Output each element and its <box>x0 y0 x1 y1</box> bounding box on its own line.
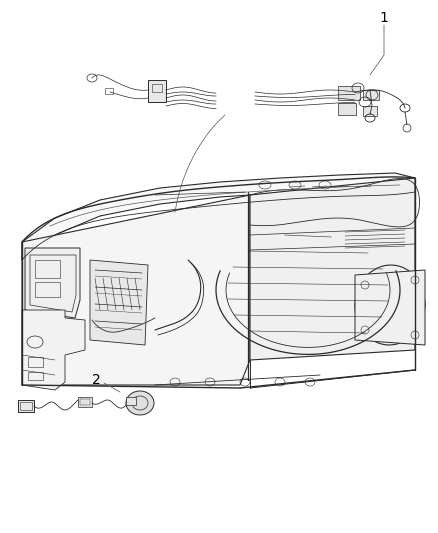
Polygon shape <box>216 290 400 354</box>
Text: 2: 2 <box>92 373 100 387</box>
Polygon shape <box>22 173 415 260</box>
Bar <box>35 260 60 278</box>
Bar <box>152 84 162 92</box>
Bar <box>35 282 60 297</box>
Polygon shape <box>22 195 250 385</box>
Polygon shape <box>355 270 425 345</box>
Polygon shape <box>22 310 85 390</box>
Bar <box>338 103 356 115</box>
Bar <box>105 88 113 94</box>
Polygon shape <box>25 248 80 318</box>
Bar <box>28 372 43 380</box>
Bar <box>28 357 43 367</box>
Bar <box>18 400 34 412</box>
Bar <box>338 86 360 100</box>
Polygon shape <box>90 260 148 345</box>
Bar <box>78 397 92 407</box>
Bar <box>148 80 166 102</box>
Bar <box>363 90 379 100</box>
Bar <box>80 399 90 405</box>
Polygon shape <box>250 178 415 360</box>
Ellipse shape <box>126 391 154 415</box>
Bar <box>126 397 136 405</box>
Bar <box>363 106 377 116</box>
Bar <box>20 402 32 410</box>
Text: 1: 1 <box>380 11 389 25</box>
